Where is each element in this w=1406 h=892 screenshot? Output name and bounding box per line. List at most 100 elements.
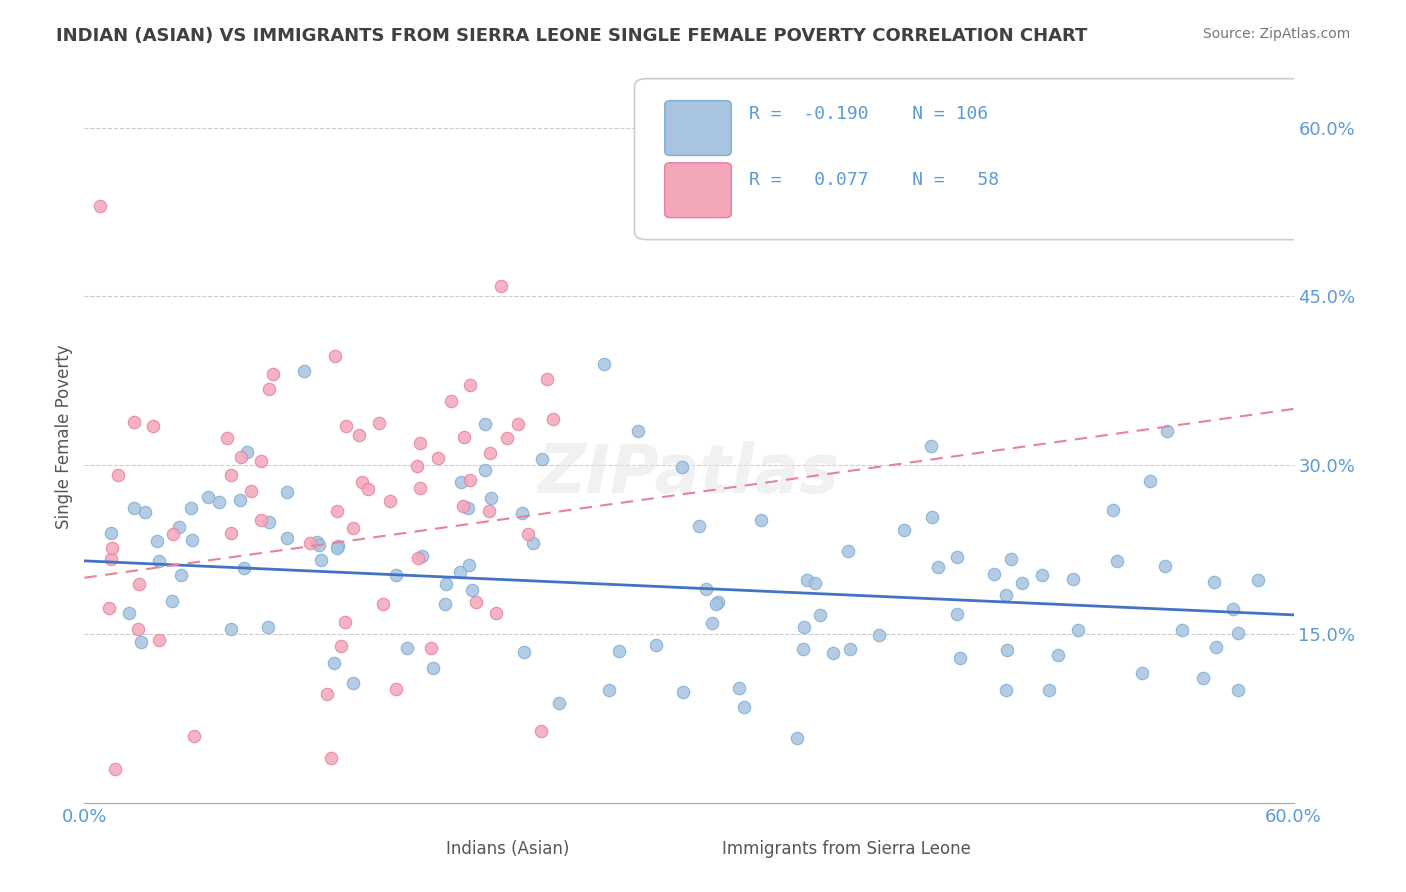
- Point: [406, 551, 429, 566]
- Point: [308, 538, 330, 552]
- Point: [333, 615, 356, 629]
- Point: [433, 598, 456, 612]
- Point: [373, 597, 395, 611]
- Point: [1038, 683, 1060, 698]
- Point: [257, 382, 280, 396]
- Point: [530, 724, 553, 739]
- Point: [837, 544, 859, 558]
- Point: [219, 467, 242, 482]
- Point: [695, 582, 717, 596]
- Text: ZIPatlas: ZIPatlas: [538, 441, 839, 507]
- Point: [326, 541, 349, 556]
- Point: [626, 425, 648, 439]
- Point: [1171, 623, 1194, 637]
- Point: [547, 696, 569, 710]
- Point: [645, 638, 668, 652]
- Point: [148, 633, 170, 648]
- Point: [994, 588, 1017, 602]
- Point: [342, 675, 364, 690]
- Point: [672, 685, 695, 699]
- Point: [197, 490, 219, 504]
- Point: [1130, 665, 1153, 680]
- Point: [426, 450, 449, 465]
- Point: [792, 642, 814, 657]
- Point: [100, 526, 122, 541]
- Point: [517, 526, 540, 541]
- Point: [117, 606, 139, 620]
- Point: [219, 622, 242, 636]
- FancyBboxPatch shape: [634, 78, 1312, 240]
- Point: [927, 559, 949, 574]
- Point: [250, 453, 273, 467]
- Point: [347, 428, 370, 442]
- Point: [543, 412, 565, 426]
- Point: [1227, 625, 1250, 640]
- Text: R =  -0.190    N = 106: R = -0.190 N = 106: [749, 105, 988, 123]
- Point: [704, 597, 727, 611]
- Point: [122, 415, 145, 429]
- Point: [127, 622, 149, 636]
- Point: [478, 504, 501, 518]
- FancyBboxPatch shape: [665, 101, 731, 155]
- Point: [478, 446, 501, 460]
- Point: [453, 499, 475, 513]
- Point: [1222, 602, 1244, 616]
- Point: [945, 549, 967, 564]
- Point: [489, 279, 512, 293]
- Point: [100, 551, 122, 566]
- Point: [134, 505, 156, 519]
- Point: [1062, 572, 1084, 586]
- Point: [688, 519, 710, 533]
- Text: INDIAN (ASIAN) VS IMMIGRANTS FROM SIERRA LEONE SINGLE FEMALE POVERTY CORRELATION: INDIAN (ASIAN) VS IMMIGRANTS FROM SIERRA…: [56, 27, 1088, 45]
- Point: [733, 699, 755, 714]
- Point: [240, 484, 263, 499]
- Point: [409, 435, 432, 450]
- Point: [808, 608, 831, 623]
- Point: [384, 681, 406, 696]
- Point: [292, 364, 315, 378]
- Point: [786, 731, 808, 746]
- Point: [793, 620, 815, 634]
- Point: [464, 595, 486, 609]
- Point: [129, 635, 152, 649]
- Point: [921, 509, 943, 524]
- Point: [506, 417, 529, 432]
- Point: [231, 450, 253, 464]
- Point: [276, 532, 298, 546]
- Point: [97, 601, 120, 615]
- Point: [1031, 567, 1053, 582]
- Point: [949, 651, 972, 665]
- Point: [256, 619, 278, 633]
- Point: [357, 482, 380, 496]
- Point: [1105, 554, 1128, 568]
- Point: [385, 567, 408, 582]
- Point: [1247, 574, 1270, 588]
- Point: [496, 431, 519, 445]
- Point: [510, 506, 533, 520]
- Text: Indians (Asian): Indians (Asian): [446, 840, 569, 858]
- Point: [368, 416, 391, 430]
- Point: [593, 357, 616, 371]
- Point: [458, 473, 481, 487]
- Point: [920, 439, 942, 453]
- Point: [479, 491, 502, 505]
- Point: [325, 504, 347, 518]
- Point: [803, 576, 825, 591]
- Point: [450, 475, 472, 489]
- Point: [1000, 552, 1022, 566]
- Point: [342, 521, 364, 535]
- Point: [162, 594, 184, 608]
- Point: [598, 683, 620, 698]
- Point: [329, 639, 352, 653]
- Point: [1154, 559, 1177, 574]
- Point: [335, 419, 357, 434]
- Point: [531, 452, 554, 467]
- Point: [122, 501, 145, 516]
- Point: [457, 558, 479, 572]
- Point: [229, 493, 252, 508]
- Point: [148, 554, 170, 568]
- Point: [257, 516, 280, 530]
- Point: [1205, 640, 1227, 654]
- Point: [461, 583, 484, 598]
- Point: [183, 730, 205, 744]
